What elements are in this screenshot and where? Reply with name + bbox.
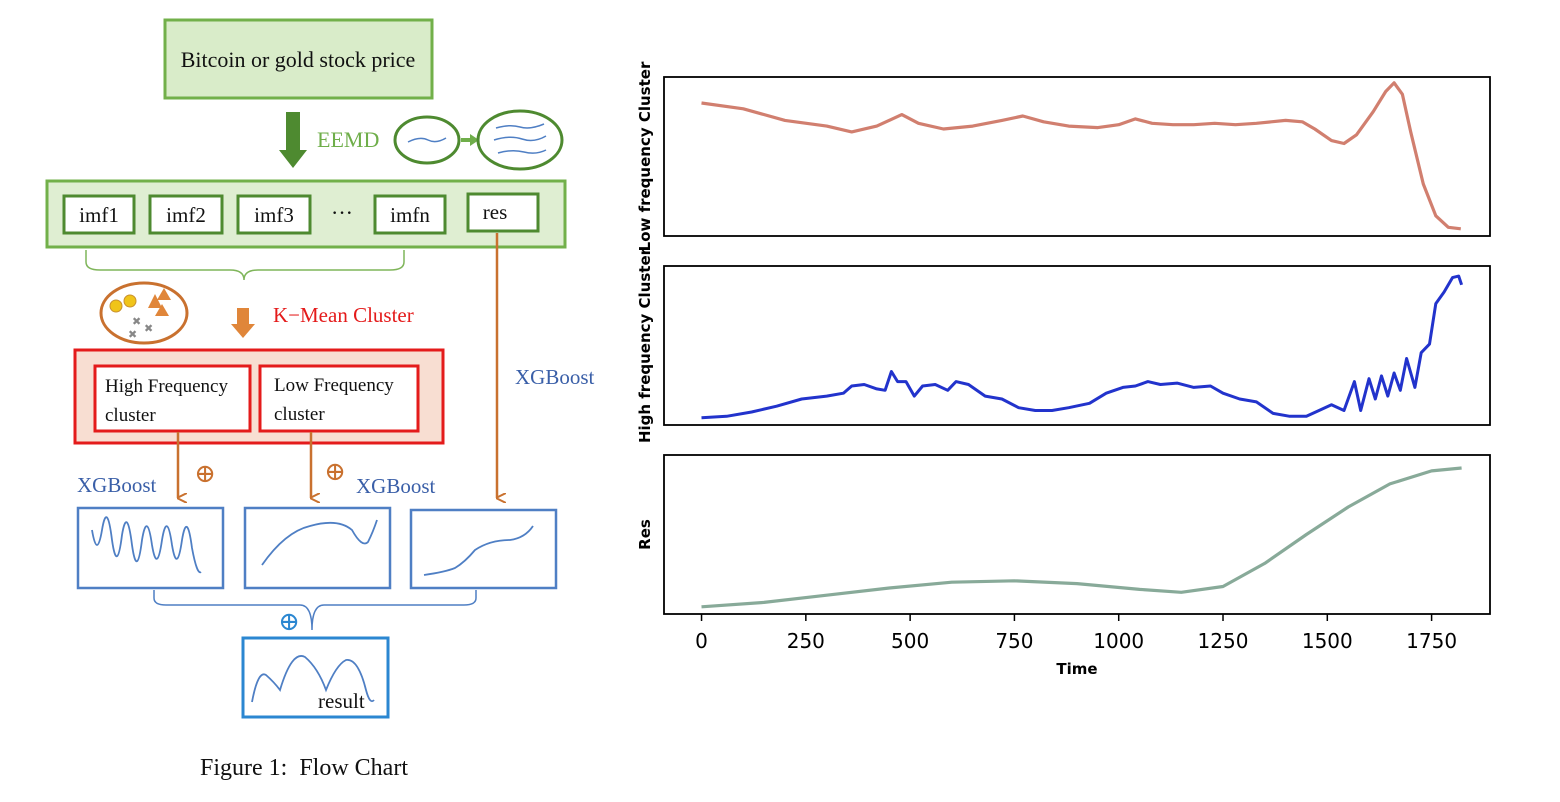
imf3-label: imf3: [254, 203, 294, 227]
figure-caption: Figure 1: Flow Chart: [200, 755, 408, 781]
x-tick-label: 500: [891, 629, 929, 653]
svg-text:✖: ✖: [128, 329, 137, 341]
high-frequency-label-1: High Frequency: [105, 376, 228, 397]
res-box: [466, 192, 540, 233]
res-panel-series-line: [701, 466, 1462, 609]
low-frequency-panel: Low frequency Cluster: [636, 61, 1491, 251]
imf2-label: imf2: [166, 203, 206, 227]
high-frequency-output-box: [76, 506, 225, 590]
high-frequency-box: [93, 364, 252, 433]
high-frequency-output-wave: [91, 516, 202, 574]
ellipsis-label: ···: [331, 200, 353, 225]
high-frequency-panel-ylabel: High frequency Cluster: [636, 247, 654, 443]
low-frequency-label-1: Low Frequency: [274, 375, 394, 396]
xgboost-label-mid: XGBoost: [356, 474, 436, 498]
svg-text:✖: ✖: [132, 316, 141, 328]
imfn-box: [373, 194, 447, 235]
output-brace: [153, 590, 477, 631]
cluster-illustration: ✖ ✖ ✖: [99, 281, 189, 345]
source-box: [163, 18, 434, 100]
plus-symbol-left: ⊕: [194, 459, 216, 488]
res-panel: Res: [636, 454, 1491, 615]
res-panel-ylabel: Res: [636, 519, 654, 550]
eemd-illustration: [393, 109, 564, 171]
kmean-arrow: [231, 308, 255, 338]
high-frequency-panel-frame: [663, 265, 1491, 426]
res-panel-frame: [663, 454, 1491, 615]
x-axis-label: Time: [1056, 660, 1097, 678]
high-frequency-panel-series-line: [701, 274, 1464, 420]
x-tick-label: 1000: [1093, 629, 1144, 653]
x-tick-label: 1750: [1406, 629, 1457, 653]
x-tick-label: 0: [695, 629, 708, 653]
result-wave: [251, 655, 375, 703]
imf2-box: [148, 194, 224, 235]
eemd-arrow: [279, 112, 307, 168]
low-frequency-panel-series-line: [701, 81, 1461, 231]
low-frequency-label-2: cluster: [274, 404, 325, 425]
xgboost-label-right: XGBoost: [515, 365, 595, 389]
res-output-wave: [423, 525, 534, 576]
low-frequency-output-wave: [261, 519, 378, 566]
result-label: result: [318, 689, 365, 713]
low-frequency-panel-frame: [663, 76, 1491, 237]
svg-text:✖: ✖: [144, 323, 153, 335]
xgboost-label-left: XGBoost: [77, 473, 157, 497]
kmean-label: K−Mean Cluster: [273, 303, 414, 327]
plus-symbol-bottom: ⊕: [278, 607, 300, 636]
imf3-box: [236, 194, 312, 235]
low-frequency-output-box: [243, 506, 392, 590]
x-tick-label: 250: [787, 629, 825, 653]
x-tick-label: 750: [995, 629, 1033, 653]
result-box: [241, 636, 390, 719]
x-tick-label: 1500: [1302, 629, 1353, 653]
res-output-box: [409, 508, 558, 590]
res-label: res: [483, 200, 508, 224]
high-frequency-label-2: cluster: [105, 405, 156, 426]
flow-chart: Bitcoin or gold stock price EEMD imf1 im…: [45, 18, 595, 781]
low-frequency-panel-ylabel: Low frequency Cluster: [636, 61, 654, 251]
x-tick-label: 1250: [1198, 629, 1249, 653]
eemd-label: EEMD: [317, 127, 379, 152]
source-box-label: Bitcoin or gold stock price: [181, 47, 416, 72]
high-frequency-panel: High frequency Cluster: [636, 247, 1491, 443]
low-frequency-box: [258, 364, 420, 433]
imf1-label: imf1: [79, 203, 119, 227]
imfn-label: imfn: [390, 203, 430, 227]
imf-brace: [85, 250, 405, 281]
imf1-box: [62, 194, 136, 235]
plus-symbol-mid: ⊕: [324, 457, 346, 486]
